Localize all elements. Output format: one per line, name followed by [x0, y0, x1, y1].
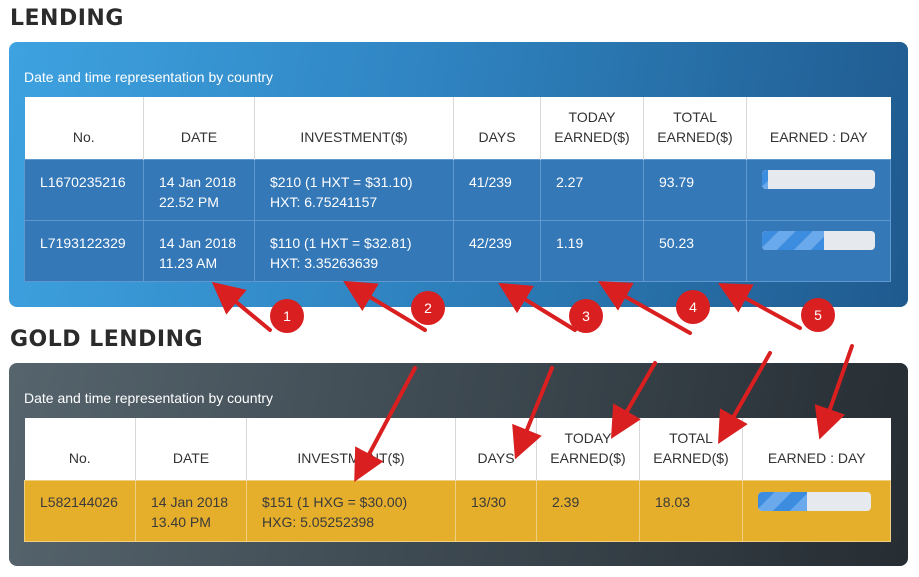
lending-header-row: No. DATE INVESTMENT($) DAYS TODAY EARNED…: [24, 97, 891, 159]
cell-days: 13/30: [455, 479, 537, 542]
cell-total-earned: 18.03: [639, 479, 743, 542]
cell-date: 14 Jan 2018 11.23 AM: [143, 219, 255, 282]
progress-bar: [758, 491, 871, 511]
cell-total-earned: 93.79: [643, 158, 747, 221]
cell-earned-day: [746, 219, 891, 282]
table-row: L582144026 14 Jan 2018 13.40 PM $151 (1 H…: [24, 479, 891, 542]
cell-days: 42/239: [453, 219, 541, 282]
gold-header-row: No. DATE INVESTMENT($) DAYS TODAY EARNED…: [24, 418, 891, 480]
col-header-days: DAYS: [453, 97, 541, 159]
cell-no: L7193122329: [24, 219, 144, 282]
col-header-days: DAYS: [455, 418, 537, 480]
cell-investment: $110 (1 HXT = $32.81) HXT: 3.35263639: [254, 219, 454, 282]
col-header-date: DATE: [135, 418, 247, 480]
badge-3-label: 3: [582, 308, 590, 324]
col-header-investment: INVESTMENT($): [254, 97, 454, 159]
badge-5-label: 5: [814, 307, 822, 323]
col-header-earned-day: EARNED : DAY: [742, 418, 891, 480]
badge-1-label: 1: [283, 308, 291, 324]
cell-date: 14 Jan 2018 22.52 PM: [143, 158, 255, 221]
col-header-earned-day: EARNED : DAY: [746, 97, 891, 159]
cell-today-earned: 2.39: [536, 479, 640, 542]
gold-lending-table: No. DATE INVESTMENT($) DAYS TODAY EARNED…: [24, 418, 891, 542]
col-header-today-earned: TODAY EARNED($): [540, 97, 644, 159]
cell-earned-day: [742, 479, 891, 542]
col-header-no: No.: [24, 418, 136, 480]
cell-no: L1670235216: [24, 158, 144, 221]
lending-subtitle: Date and time representation by country: [24, 69, 274, 85]
col-header-date: DATE: [143, 97, 255, 159]
col-header-investment: INVESTMENT($): [246, 418, 456, 480]
cell-total-earned: 50.23: [643, 219, 747, 282]
gold-lending-title: GOLD LENDING: [10, 327, 204, 352]
table-row: L1670235216 14 Jan 2018 22.52 PM $210 (1 …: [24, 158, 891, 221]
cell-no: L582144026: [24, 479, 136, 542]
cell-earned-day: [746, 158, 891, 221]
col-header-total-earned: TOTAL EARNED($): [643, 97, 747, 159]
lending-table: No. DATE INVESTMENT($) DAYS TODAY EARNED…: [24, 97, 891, 282]
cell-days: 41/239: [453, 158, 541, 221]
cell-today-earned: 2.27: [540, 158, 644, 221]
progress-bar: [762, 169, 875, 189]
lending-panel: Date and time representation by country …: [9, 42, 908, 307]
lending-title: LENDING: [10, 6, 124, 31]
cell-investment: $151 (1 HXG = $30.00) HXG: 5.05252398: [246, 479, 456, 542]
cell-date: 14 Jan 2018 13.40 PM: [135, 479, 247, 542]
gold-lending-subtitle: Date and time representation by country: [24, 390, 274, 406]
cell-investment: $210 (1 HXT = $31.10) HXT: 6.75241157: [254, 158, 454, 221]
cell-today-earned: 1.19: [540, 219, 644, 282]
progress-bar: [762, 230, 875, 250]
col-header-no: No.: [24, 97, 144, 159]
gold-lending-panel: Date and time representation by country …: [9, 363, 908, 566]
table-row: L7193122329 14 Jan 2018 11.23 AM $110 (1 …: [24, 219, 891, 282]
col-header-today-earned: TODAY EARNED($): [536, 418, 640, 480]
col-header-total-earned: TOTAL EARNED($): [639, 418, 743, 480]
